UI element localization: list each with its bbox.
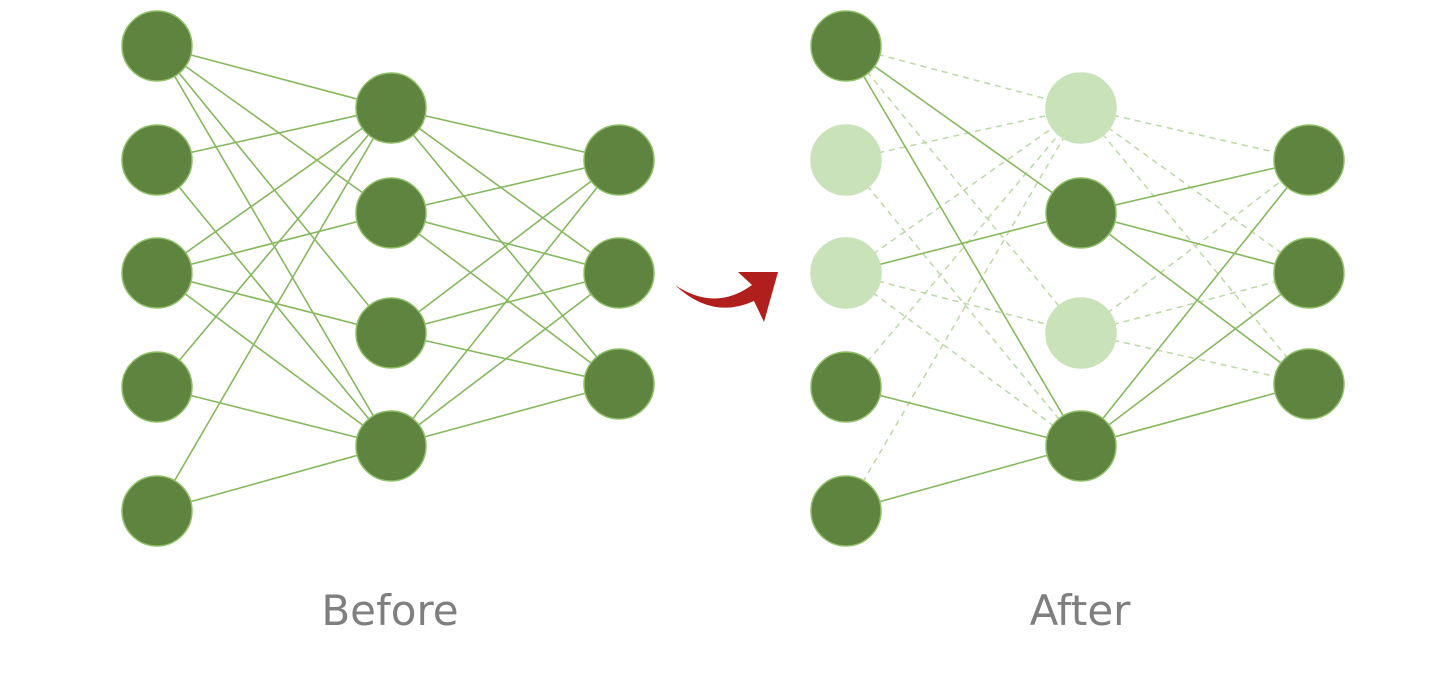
neuron-L0-0 bbox=[121, 10, 193, 82]
connection bbox=[390, 159, 620, 447]
neuron-L0-3 bbox=[810, 351, 882, 423]
dropped-connection bbox=[845, 107, 1082, 388]
connection bbox=[156, 272, 392, 447]
connection bbox=[845, 45, 1082, 447]
dropped-connection bbox=[1080, 332, 1310, 385]
neuron-L2-0 bbox=[1273, 124, 1345, 196]
connection bbox=[156, 107, 392, 512]
neuron-L0-0 bbox=[810, 10, 882, 82]
dropped-connection bbox=[845, 272, 1082, 334]
neuron-L1-1 bbox=[355, 177, 427, 249]
neuron-L0-3 bbox=[121, 351, 193, 423]
dropped-connection bbox=[845, 159, 1082, 447]
connection bbox=[156, 445, 392, 512]
connection bbox=[845, 445, 1082, 512]
connection bbox=[1080, 212, 1310, 385]
neuron-L2-0 bbox=[583, 124, 655, 196]
connection bbox=[1080, 159, 1310, 214]
connection bbox=[390, 107, 620, 274]
dropped-connection bbox=[1080, 107, 1310, 161]
connection bbox=[1080, 383, 1310, 447]
neuron-L2-2 bbox=[583, 348, 655, 420]
connection bbox=[156, 45, 392, 447]
neuron-L2-2 bbox=[1273, 348, 1345, 420]
dropped-neuron-L1-2 bbox=[1045, 297, 1117, 369]
connection bbox=[1080, 212, 1310, 274]
transition-arrow bbox=[675, 272, 778, 322]
dropped-connection bbox=[845, 107, 1082, 512]
connection bbox=[156, 212, 392, 274]
network-after bbox=[810, 10, 1345, 547]
connection bbox=[1080, 272, 1310, 447]
neuron-L0-2 bbox=[121, 237, 193, 309]
connection bbox=[390, 212, 620, 385]
dropped-connection bbox=[845, 107, 1082, 161]
dropped-connection bbox=[1080, 107, 1310, 274]
dropped-connection bbox=[845, 45, 1082, 334]
connection bbox=[156, 272, 392, 334]
connection bbox=[390, 272, 620, 447]
connection bbox=[845, 45, 1082, 214]
network-before bbox=[121, 10, 655, 547]
connection bbox=[156, 45, 392, 334]
connection bbox=[390, 159, 620, 334]
neuron-L2-1 bbox=[1273, 237, 1345, 309]
connection bbox=[845, 386, 1082, 447]
dropped-connection bbox=[845, 45, 1082, 109]
dropped-connection bbox=[1080, 159, 1310, 334]
connection bbox=[390, 212, 620, 274]
neuron-L0-4 bbox=[121, 475, 193, 547]
connection bbox=[156, 45, 392, 214]
neuron-L1-1 bbox=[1045, 177, 1117, 249]
connection bbox=[1080, 159, 1310, 447]
neuron-L1-0 bbox=[355, 72, 427, 144]
before-caption: Before bbox=[321, 586, 459, 635]
connection bbox=[156, 107, 392, 161]
neuron-L2-1 bbox=[583, 237, 655, 309]
connection bbox=[845, 212, 1082, 274]
connection bbox=[156, 45, 392, 109]
dropped-neuron-L0-2 bbox=[810, 237, 882, 309]
dropped-connection bbox=[845, 107, 1082, 274]
dropped-neuron-L1-0 bbox=[1045, 72, 1117, 144]
connection bbox=[156, 386, 392, 447]
connection bbox=[390, 107, 620, 161]
after-caption: After bbox=[1029, 586, 1131, 635]
neuron-L1-3 bbox=[1045, 410, 1117, 482]
dropped-neuron-L0-1 bbox=[810, 124, 882, 196]
neuron-L1-2 bbox=[355, 297, 427, 369]
connection bbox=[156, 107, 392, 388]
connection bbox=[390, 383, 620, 447]
neuron-L0-4 bbox=[810, 475, 882, 547]
connection bbox=[390, 159, 620, 214]
connection bbox=[156, 107, 392, 274]
dropped-connection bbox=[845, 272, 1082, 447]
neuron-L0-1 bbox=[121, 124, 193, 196]
neuron-L1-3 bbox=[355, 410, 427, 482]
